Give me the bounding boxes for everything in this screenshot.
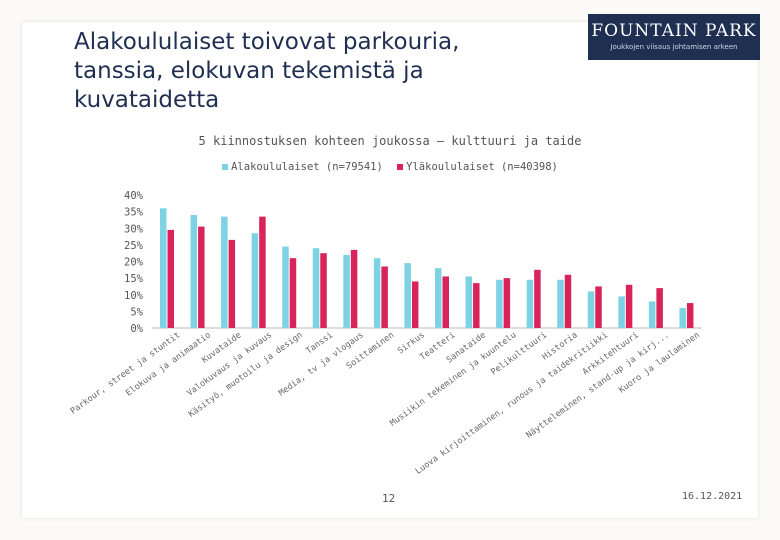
bar-series2 [595, 286, 602, 328]
bar-series1 [526, 279, 534, 328]
x-tick-label: Parkour, street ja stuntit [69, 330, 183, 416]
y-tick-label: 40% [124, 190, 144, 202]
bar-series2 [442, 276, 449, 328]
y-tick-label: 30% [124, 223, 144, 235]
bar-series2 [289, 258, 297, 328]
logo-tagline: Joukkojen viisaus johtamisen arkeen [610, 43, 738, 51]
bar-series2 [259, 216, 266, 328]
bar-series1 [587, 291, 595, 328]
bar-series1 [251, 233, 259, 328]
bar-series2 [228, 239, 236, 328]
bar-series1 [465, 276, 473, 328]
bar-series1 [221, 216, 228, 328]
legend-item-series2: Yläkoululaiset (n=40398) [397, 161, 558, 173]
y-tick-label: 20% [124, 257, 144, 269]
bar-series1 [557, 279, 564, 328]
y-tick-label: 15% [124, 273, 144, 285]
bar-series2 [503, 278, 511, 328]
bar-series1 [190, 214, 198, 328]
bar-series2 [686, 303, 694, 328]
bar-series2 [534, 269, 541, 328]
legend-swatch-series2 [397, 164, 404, 170]
page-number: 12 [382, 492, 396, 505]
y-tick-label: 5% [130, 306, 143, 318]
bar-series1 [648, 301, 656, 328]
legend-label-series1: Alakoululaiset (n=79541) [231, 161, 383, 173]
bar-series1 [343, 254, 350, 328]
logo-name: FOUNTAIN PARK [591, 21, 757, 41]
legend-item-series1: Alakoululaiset (n=79541) [222, 161, 383, 173]
chart-legend: Alakoululaiset (n=79541) Yläkoululaiset … [0, 161, 780, 173]
bar-series2 [350, 249, 358, 328]
legend-swatch-series1 [222, 164, 229, 170]
slide-background [22, 22, 758, 518]
bar-series2 [198, 226, 205, 328]
y-tick-label: 35% [124, 207, 144, 219]
bar-series1 [435, 268, 442, 328]
bar-series2 [625, 284, 633, 328]
bar-series1 [404, 263, 411, 328]
bar-series2 [564, 274, 572, 328]
chart-title: 5 kiinnostuksen kohteen joukossa – kultt… [198, 134, 582, 148]
bar-series1 [160, 208, 167, 328]
bar-series2 [381, 266, 388, 328]
bar-series1 [618, 296, 625, 328]
company-logo: FOUNTAIN PARK Joukkojen viisaus johtamis… [588, 14, 760, 60]
bar-series2 [473, 283, 480, 328]
bar-series1 [312, 248, 320, 328]
bar-series1 [679, 308, 686, 328]
bar-series2 [320, 253, 327, 328]
bar-series1 [373, 258, 381, 328]
y-tick-label: 25% [124, 240, 144, 252]
bar-series1 [496, 279, 503, 328]
y-tick-label: 0% [130, 323, 143, 335]
legend-label-series2: Yläkoululaiset (n=40398) [406, 161, 558, 173]
y-tick-label: 10% [124, 290, 144, 302]
bar-series2 [167, 229, 174, 328]
bar-series2 [656, 288, 663, 328]
bar-series2 [411, 281, 419, 328]
slide-title: Alakoululaiset toivovat parkouria, tanss… [74, 29, 460, 113]
bar-series1 [282, 246, 289, 328]
slide-date: 16.12.2021 [682, 491, 743, 502]
